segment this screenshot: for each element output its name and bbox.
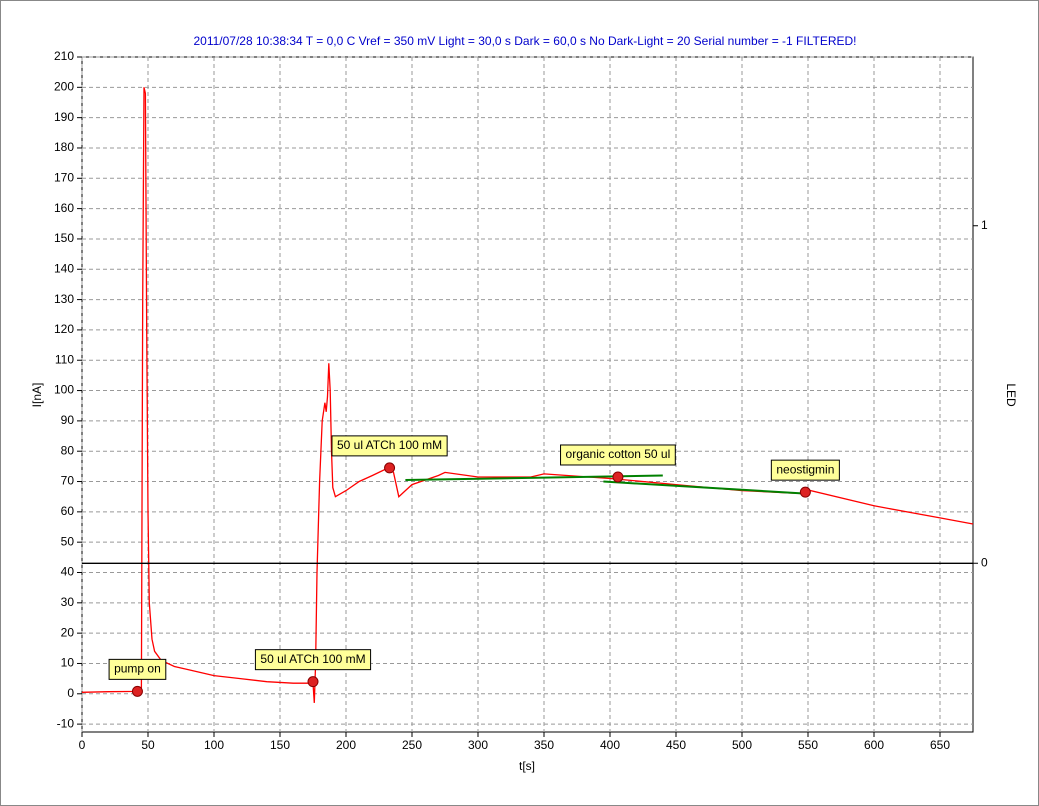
- x-tick-label: 200: [336, 738, 356, 752]
- y-tick-label: 20: [61, 625, 75, 639]
- annotation-box: [331, 435, 448, 457]
- x-tick-label: 350: [534, 738, 554, 752]
- y-tick-label: 140: [54, 261, 74, 275]
- annotation-marker: [307, 676, 319, 688]
- y-tick-label: 30: [61, 595, 75, 609]
- y-tick-label: 120: [54, 322, 74, 336]
- annotation-label: organic cotton 50 ul: [566, 447, 671, 461]
- data-line: [81, 87, 974, 703]
- annotation-marker: [612, 471, 624, 483]
- annotation-box: [560, 444, 676, 466]
- x-tick-label: 100: [204, 738, 224, 752]
- x-tick-label: 0: [79, 738, 86, 752]
- plot-area: [81, 56, 974, 733]
- y-tick-label: 210: [54, 49, 74, 63]
- chart-title: 2011/07/28 10:38:34 T = 0,0 C Vref = 350…: [193, 34, 856, 48]
- y-tick-label: 200: [54, 79, 74, 93]
- y-tick-label: 190: [54, 110, 74, 124]
- y-tick-label: 180: [54, 140, 74, 154]
- x-tick-label: 250: [402, 738, 422, 752]
- x-tick-label: 600: [864, 738, 884, 752]
- x-tick-label: 450: [666, 738, 686, 752]
- annotation-label: pump on: [114, 662, 161, 676]
- annotation-label: 50 ul ATCh 100 mM: [260, 652, 365, 666]
- y-tick-label: 50: [61, 534, 75, 548]
- x-tick-label: 150: [270, 738, 290, 752]
- x-tick-label: 400: [600, 738, 620, 752]
- y2-tick-label: 1: [981, 218, 988, 232]
- y-tick-label: -10: [57, 716, 75, 730]
- x-tick-label: 550: [798, 738, 818, 752]
- y-tick-label: 130: [54, 292, 74, 306]
- annotation-marker: [799, 486, 811, 498]
- x-tick-label: 650: [930, 738, 950, 752]
- annotation-box: [108, 658, 167, 680]
- y-tick-label: 0: [67, 686, 74, 700]
- y-tick-label: 110: [55, 352, 74, 366]
- y-tick-label: 40: [61, 565, 75, 579]
- y-tick-label: 150: [54, 231, 74, 245]
- y2-tick-label: 0: [981, 555, 988, 569]
- x-tick-label: 50: [141, 738, 155, 752]
- y-axis-label: I[nA]: [30, 383, 44, 408]
- y2-axis-label: LED: [1004, 383, 1018, 407]
- annotation-label: 50 ul ATCh 100 mM: [337, 438, 442, 452]
- y-tick-label: 80: [61, 443, 75, 457]
- annotation-marker: [384, 462, 396, 474]
- x-axis-label: t[s]: [519, 759, 535, 773]
- x-tick-label: 300: [468, 738, 488, 752]
- annotation-marker: [131, 685, 143, 697]
- data-line: [603, 480, 809, 495]
- y-tick-label: 170: [54, 170, 74, 184]
- y-tick-label: 160: [54, 201, 74, 215]
- y-tick-label: 100: [54, 383, 74, 397]
- annotation-box: [770, 459, 840, 481]
- y-tick-label: 90: [61, 413, 75, 427]
- y-tick-label: 10: [61, 656, 75, 670]
- x-tick-label: 500: [732, 738, 752, 752]
- y-tick-label: 60: [61, 504, 75, 518]
- annotation-label: neostigmin: [776, 462, 834, 476]
- y-tick-label: 70: [61, 474, 75, 488]
- annotation-box: [254, 649, 372, 671]
